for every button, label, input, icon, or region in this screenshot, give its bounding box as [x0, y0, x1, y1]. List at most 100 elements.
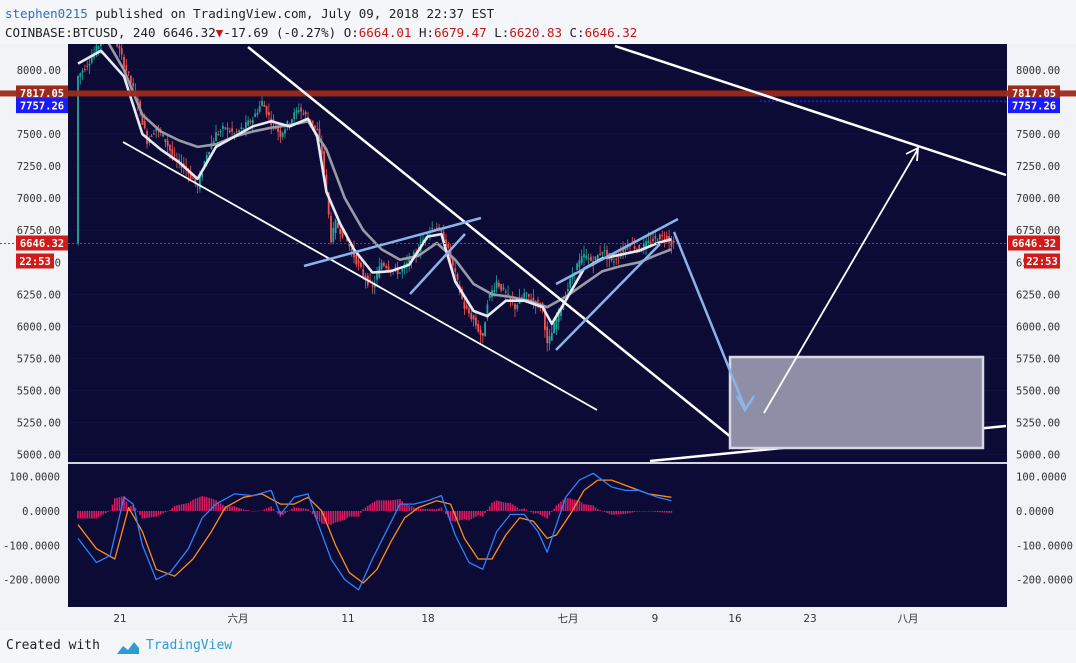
candle-body [325, 174, 328, 190]
candle-body [385, 265, 388, 269]
histogram-bar [327, 511, 330, 525]
histogram-bar [378, 500, 381, 511]
candle-body [550, 332, 553, 341]
histogram-bar [468, 511, 470, 521]
price-tick-label-right: 7250.00 [1016, 161, 1060, 173]
histogram-bar [551, 511, 553, 512]
histogram-bar [217, 501, 220, 511]
candle-body [153, 133, 155, 135]
candle-body [77, 75, 79, 244]
candle-body [277, 126, 279, 132]
candle-body [442, 231, 445, 243]
candle-body [527, 293, 530, 297]
price-chart[interactable]: 8000.008000.007750.007750.007500.007500.… [0, 44, 1076, 631]
histogram-bar [123, 495, 125, 511]
histogram-bar [449, 511, 452, 521]
histogram-bar [599, 510, 601, 511]
histogram-bar [532, 511, 535, 514]
histogram-bar [530, 511, 532, 513]
histogram-bar [576, 500, 578, 511]
candle-body [208, 152, 210, 155]
histogram-bar [252, 511, 254, 512]
candle-body [670, 240, 673, 247]
candle-body [452, 257, 454, 266]
time-tick-label: 21 [113, 613, 126, 625]
histogram-bar [307, 509, 309, 511]
histogram-bar [84, 511, 86, 519]
histogram-bar [178, 504, 180, 511]
candle-body [629, 245, 631, 247]
histogram-bar [364, 507, 367, 511]
down-arrow-icon: ▼ [215, 25, 224, 40]
histogram-bar [137, 511, 139, 512]
histogram-bar [371, 502, 374, 511]
histogram-bar [445, 511, 447, 515]
candle-body [387, 266, 390, 271]
moving-average-fast [77, 49, 672, 326]
histogram-bar [495, 500, 498, 511]
candle-body [560, 309, 562, 316]
candle-body [242, 128, 245, 130]
macd-line [77, 472, 672, 591]
histogram-bar [226, 506, 229, 511]
resistance-level [0, 90, 1076, 97]
tradingview-brand-link[interactable]: TradingView [146, 638, 233, 653]
candle-body [394, 267, 397, 269]
candle-body [341, 229, 344, 238]
histogram-bar [567, 498, 569, 511]
histogram-bar [652, 511, 654, 512]
histogram-bar [187, 502, 190, 511]
histogram-bar [560, 501, 562, 511]
histogram-bar [166, 511, 169, 512]
histogram-bar [330, 511, 332, 525]
candle-body [350, 248, 353, 251]
open-value: 6664.01 [358, 25, 412, 40]
candle-body [583, 254, 585, 258]
candle-body [334, 220, 337, 233]
histogram-bar [201, 495, 203, 511]
histogram-bar [633, 511, 636, 512]
author-link[interactable]: stephen0215 [5, 6, 88, 21]
histogram-bar [597, 509, 599, 511]
histogram-bar [433, 509, 436, 511]
histogram-bar [537, 511, 539, 514]
candle-body [79, 73, 82, 77]
price-tick-label-left: 5750.00 [17, 353, 61, 365]
macd-tick-label-left: -100.0000 [3, 540, 60, 552]
candle-body [357, 260, 360, 264]
candle-body [240, 127, 243, 129]
histogram-bar [150, 511, 153, 518]
chart-container[interactable]: 8000.008000.007750.007750.007500.007500.… [0, 44, 1076, 631]
histogram-bar [401, 501, 404, 511]
candle-body [127, 71, 130, 73]
histogram-bar [169, 510, 171, 511]
histogram-bar [477, 511, 479, 516]
histogram-bar [77, 511, 79, 519]
upper-trendline [614, 44, 1007, 177]
footer: Created with TradingView [0, 631, 1076, 663]
histogram-bar [206, 497, 208, 511]
candle-body [544, 307, 546, 331]
histogram-bar [493, 501, 496, 511]
histogram-bar [498, 500, 500, 511]
candle-body [633, 245, 636, 249]
macd-pane [68, 464, 1007, 607]
price-change: -17.69 (-0.27%) [223, 25, 337, 40]
candle-body [401, 268, 404, 272]
histogram-bar [472, 511, 475, 518]
candle-body [532, 297, 535, 301]
histogram-bar [176, 505, 178, 511]
histogram-bar [426, 509, 429, 511]
candle-body [256, 113, 259, 115]
histogram-bar [656, 511, 659, 513]
last-price-badge-left-bg [16, 235, 68, 251]
candle-body [362, 269, 365, 277]
candle-body [332, 227, 335, 243]
histogram-bar [231, 506, 233, 511]
histogram-bar [208, 497, 210, 511]
histogram-bar [410, 506, 413, 511]
histogram-bar [265, 508, 268, 511]
resistance-badge-left: 7817.05 [20, 88, 64, 100]
histogram-bar [406, 504, 408, 511]
histogram-bar [396, 499, 399, 511]
